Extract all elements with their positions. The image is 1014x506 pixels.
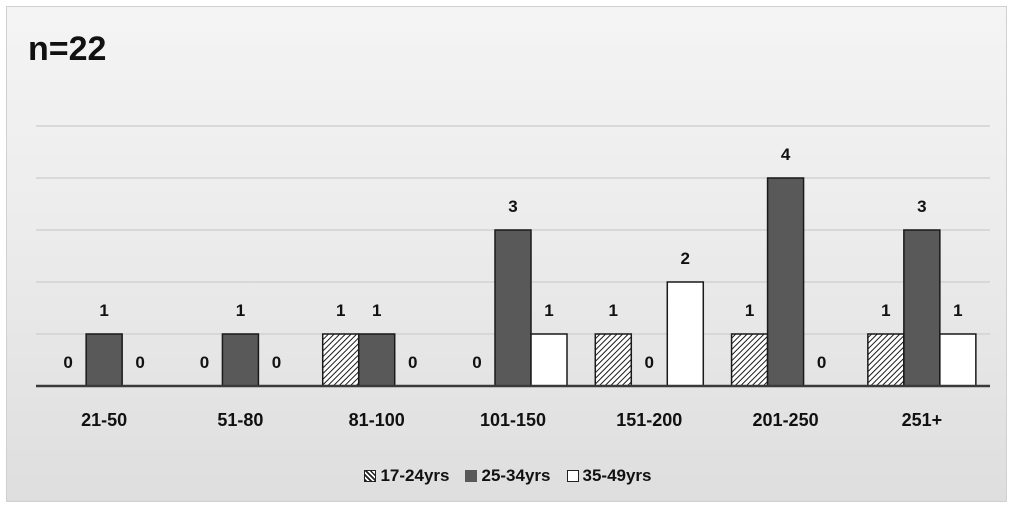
data-label: 0: [135, 353, 144, 372]
bar: [530, 333, 568, 387]
data-label: 1: [745, 301, 754, 320]
data-label: 0: [472, 353, 481, 372]
data-label: 1: [372, 301, 381, 320]
bar: [321, 333, 360, 387]
data-label: 0: [272, 353, 281, 372]
bar: [730, 333, 769, 387]
data-label: 1: [609, 301, 618, 320]
data-label: 0: [200, 353, 209, 372]
x-tick-label: 151-200: [616, 410, 682, 430]
data-label: 1: [544, 301, 553, 320]
x-tick-label: 81-100: [349, 410, 405, 430]
data-label: 0: [817, 353, 826, 372]
x-tick-label: 21-50: [81, 410, 127, 430]
legend-label: 25-34yrs: [481, 466, 551, 485]
filled-square-icon: [465, 470, 478, 482]
x-tick-labels: 21-50 51-80 81-100 101-150 151-200 201-250 251…: [81, 410, 942, 430]
x-tick-label: 101-150: [480, 410, 546, 430]
bar: [766, 177, 805, 387]
x-tick-label: 251+: [902, 410, 943, 430]
bar: [357, 333, 396, 387]
data-label: 3: [917, 197, 926, 216]
data-label: 3: [508, 197, 517, 216]
data-label: 0: [645, 353, 654, 372]
bar: [494, 229, 532, 387]
legend-label: 35-49yrs: [582, 466, 652, 485]
bar: [903, 229, 941, 387]
data-label: 1: [99, 301, 108, 320]
data-label: 0: [408, 353, 417, 372]
bars: [85, 177, 977, 387]
data-labels: 0 1 0 0 1 0 1 1 0 0 3 1 1 0 2 1 4 0 1 3 1: [63, 145, 962, 372]
legend-label: 17-24yrs: [380, 466, 450, 485]
legend-item-17-24yrs: 17-24yrs: [364, 466, 449, 486]
bar: [939, 333, 977, 387]
bar: [666, 281, 705, 387]
empty-square-icon: [566, 470, 579, 482]
data-label: 1: [953, 301, 962, 320]
data-label: 0: [63, 353, 72, 372]
legend-item-35-49yrs: 35-49yrs: [566, 466, 652, 486]
hatched-square-icon: [364, 470, 377, 482]
bar: [85, 333, 123, 387]
legend: 17-24yrs 25-34yrs 35-49yrs: [310, 458, 706, 494]
bar: [594, 333, 633, 387]
bar: [867, 333, 905, 387]
data-label: 1: [336, 301, 345, 320]
chart-title: n=22: [28, 30, 107, 68]
data-label: 1: [236, 301, 245, 320]
bar: [221, 333, 260, 387]
data-label: 1: [881, 301, 890, 320]
x-tick-label: 51-80: [217, 410, 263, 430]
legend-item-25-34yrs: 25-34yrs: [465, 466, 551, 486]
x-tick-label: 201-250: [753, 410, 819, 430]
data-label: 2: [681, 249, 690, 268]
data-label: 4: [781, 145, 791, 164]
